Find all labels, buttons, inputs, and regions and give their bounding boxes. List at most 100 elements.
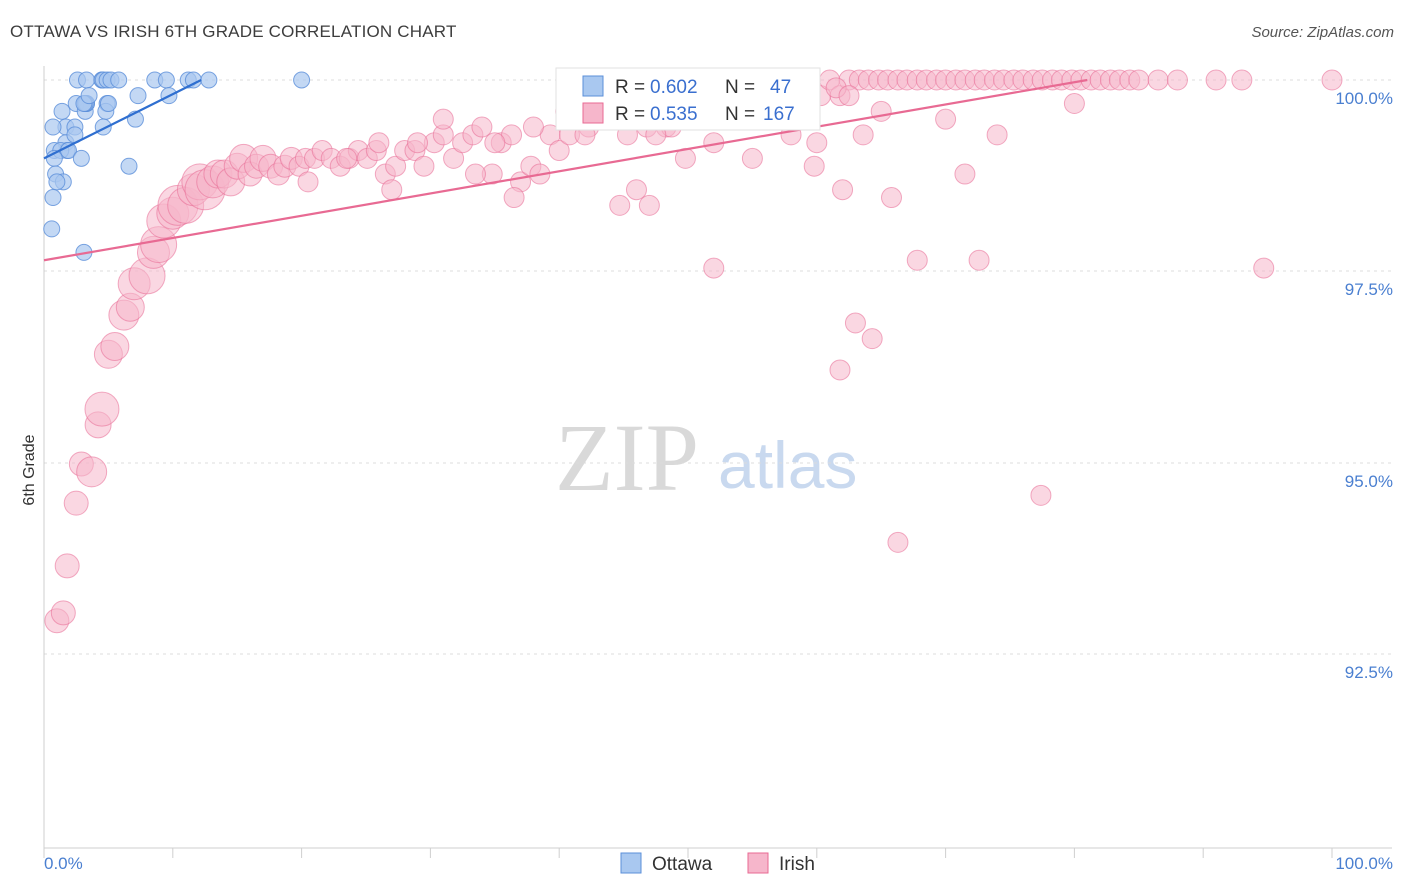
irish-point <box>548 140 570 162</box>
irish-point <box>832 179 854 201</box>
x-tick-labels: 0.0% 100.0% <box>44 854 1393 873</box>
ottawa-r-label: R = <box>615 77 645 98</box>
source-label: Source: ZipAtlas.com <box>1251 24 1394 41</box>
y-tick-label-0: 100.0% <box>1335 89 1393 108</box>
ottawa-point <box>120 157 138 175</box>
watermark-atlas: atlas <box>718 428 857 502</box>
irish-point <box>381 179 403 201</box>
irish-point <box>522 116 544 138</box>
irish-point <box>935 108 957 130</box>
watermark: ZIP atlas <box>555 404 857 511</box>
irish-point <box>741 147 763 169</box>
ottawa-point <box>157 71 175 89</box>
irish-point <box>63 490 89 516</box>
irish-point <box>1321 69 1343 91</box>
ottawa-point <box>200 71 218 89</box>
y-tick-labels: 100.0% 97.5% 95.0% 92.5% <box>1335 89 1393 682</box>
irish-point <box>76 456 108 488</box>
irish-point <box>1166 69 1188 91</box>
irish-r-label: R = <box>615 104 645 125</box>
irish-trend-line <box>43 78 1088 262</box>
irish-point <box>297 171 319 193</box>
trend-lines <box>43 78 1088 262</box>
ottawa-point <box>80 87 98 105</box>
irish-point <box>870 100 892 122</box>
ottawa-point <box>44 118 62 136</box>
irish-point <box>1253 257 1275 279</box>
irish-n-label: N = <box>725 104 755 125</box>
ottawa-point <box>53 102 71 120</box>
irish-point <box>609 194 631 216</box>
irish-point <box>1205 69 1227 91</box>
irish-point <box>336 147 358 169</box>
irish-point <box>100 331 130 361</box>
watermark-zip: ZIP <box>555 404 699 511</box>
irish-point <box>84 391 120 427</box>
irish-point <box>803 155 825 177</box>
irish-legend-swatch <box>582 102 604 124</box>
irish-point <box>471 116 493 138</box>
irish-point <box>968 249 990 271</box>
irish-point <box>1231 69 1253 91</box>
irish-point <box>881 187 903 209</box>
stats-legend: R = 0.602 N = 47 R = 0.535 N = 167 <box>555 67 821 131</box>
y-tick-label-3: 92.5% <box>1345 663 1393 682</box>
x-tick-label-1: 100.0% <box>1335 854 1393 873</box>
irish-point <box>464 163 486 185</box>
irish-point <box>385 155 407 177</box>
irish-point <box>368 132 390 154</box>
x-tick-label-0: 0.0% <box>44 854 83 873</box>
y-tick-label-2: 95.0% <box>1345 472 1393 491</box>
irish-point <box>852 124 874 146</box>
irish-point <box>503 187 525 209</box>
irish-point <box>844 312 866 334</box>
irish-point <box>986 124 1008 146</box>
y-axis-title: 6th Grade <box>21 434 38 505</box>
ottawa-r-value: 0.602 <box>650 77 698 98</box>
irish-point <box>50 600 76 626</box>
irish-point <box>432 108 454 130</box>
irish-point <box>861 328 883 350</box>
irish-point <box>484 132 506 154</box>
irish-point <box>1030 484 1052 506</box>
ottawa-series-swatch <box>620 852 642 874</box>
irish-point <box>829 359 851 381</box>
series-legend: Ottawa Irish <box>620 852 815 875</box>
irish-point <box>906 249 928 271</box>
irish-point <box>443 147 465 169</box>
irish-point <box>1063 93 1085 115</box>
ottawa-point <box>72 149 90 167</box>
chart-title: OTTAWA VS IRISH 6TH GRADE CORRELATION CH… <box>10 22 457 41</box>
irish-point <box>638 194 660 216</box>
ottawa-n-label: N = <box>725 77 755 98</box>
irish-point <box>887 531 909 553</box>
ottawa-point <box>48 173 66 191</box>
ottawa-point <box>293 71 311 89</box>
irish-series-swatch <box>747 852 769 874</box>
irish-point <box>54 553 80 579</box>
irish-points <box>44 69 1343 634</box>
irish-point <box>954 163 976 185</box>
ottawa-point <box>129 87 147 105</box>
ottawa-point <box>110 71 128 89</box>
ottawa-trend-line <box>43 79 202 160</box>
axes <box>43 66 1392 858</box>
ottawa-point <box>78 71 96 89</box>
irish-point <box>703 257 725 279</box>
irish-point <box>1147 69 1169 91</box>
irish-point <box>413 155 435 177</box>
irish-point <box>806 132 828 154</box>
ottawa-point <box>99 95 117 113</box>
ottawa-series-label: Ottawa <box>652 854 713 875</box>
ottawa-point <box>43 220 61 238</box>
irish-point <box>625 179 647 201</box>
ottawa-n-value: 47 <box>770 77 791 98</box>
irish-point <box>838 85 860 107</box>
irish-point <box>407 132 429 154</box>
y-tick-label-1: 97.5% <box>1345 280 1393 299</box>
ottawa-point <box>44 189 62 207</box>
ottawa-points <box>43 71 311 261</box>
ottawa-legend-swatch <box>582 75 604 97</box>
irish-point <box>1128 69 1150 91</box>
